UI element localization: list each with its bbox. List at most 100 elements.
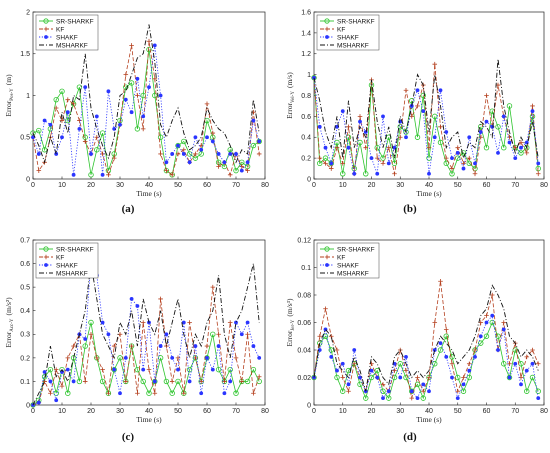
x-tick-label: 30 — [396, 408, 404, 415]
data-point — [140, 378, 146, 385]
data-point — [501, 327, 506, 332]
data-point — [501, 144, 507, 151]
y-tick-label: 0 — [307, 402, 311, 409]
data-point — [317, 348, 322, 352]
x-tick-label: 30 — [396, 182, 404, 189]
data-point — [380, 382, 386, 387]
legend-marker — [324, 26, 330, 32]
data-point — [123, 355, 128, 360]
series-line — [313, 77, 539, 175]
y-axis-label-sub: Jer-Y — [291, 319, 296, 330]
data-point — [535, 361, 541, 367]
data-point — [443, 155, 449, 161]
data-point — [146, 38, 152, 44]
data-point — [369, 368, 374, 373]
data-point — [415, 375, 420, 380]
data-point — [351, 361, 357, 367]
y-axis-label: ErrorVel-Y (m/s) — [285, 72, 296, 119]
data-point — [147, 85, 151, 90]
data-point — [129, 297, 134, 301]
data-point — [82, 379, 88, 384]
data-point — [518, 150, 524, 156]
data-point — [490, 313, 495, 318]
data-point — [245, 160, 250, 165]
data-point — [169, 390, 175, 396]
y-tick-label: 0.12 — [297, 237, 311, 244]
data-point — [53, 390, 59, 396]
data-point — [535, 171, 541, 177]
data-point — [227, 320, 233, 325]
data-point — [513, 156, 518, 161]
legend-marker — [325, 263, 329, 267]
data-point — [47, 366, 54, 373]
data-point — [501, 320, 507, 325]
legend-marker — [43, 254, 49, 260]
legend-label: MSHARKF — [337, 270, 369, 277]
data-point — [71, 379, 76, 384]
data-point — [158, 151, 163, 157]
data-point — [409, 395, 415, 401]
data-point — [529, 113, 536, 120]
x-tick-label: 40 — [145, 182, 153, 189]
data-point — [455, 145, 461, 150]
data-point — [257, 139, 262, 144]
data-point — [83, 85, 88, 90]
data-point — [322, 155, 329, 161]
x-tick-label: 80 — [261, 408, 269, 415]
data-point — [111, 155, 117, 161]
y-axis-label: ErrorJer-Y (m/s³) — [285, 298, 296, 346]
y-tick-label: 1 — [307, 72, 311, 79]
data-point — [450, 156, 454, 161]
data-point — [76, 378, 83, 385]
data-point — [210, 367, 215, 372]
data-point — [158, 93, 163, 98]
data-point — [334, 374, 340, 381]
data-point — [129, 43, 134, 48]
x-tick-label: 0 — [31, 408, 35, 415]
data-point — [358, 375, 362, 380]
data-point — [374, 367, 380, 374]
legend-marker — [324, 18, 330, 24]
data-point — [530, 347, 535, 353]
data-point — [164, 160, 169, 165]
legend-label: KF — [56, 254, 64, 261]
data-point — [478, 130, 483, 134]
data-point — [317, 333, 323, 339]
data-point — [71, 172, 76, 177]
data-point — [169, 172, 175, 178]
data-point — [466, 361, 472, 367]
data-point — [317, 155, 323, 161]
data-point — [239, 332, 244, 337]
data-point — [222, 160, 227, 165]
data-point — [461, 382, 466, 387]
data-point — [129, 343, 134, 349]
data-point — [228, 152, 233, 156]
x-tick-label: 30 — [116, 408, 124, 415]
data-point — [41, 374, 48, 380]
y-tick-label: 0.3 — [20, 332, 30, 339]
data-point — [54, 398, 59, 403]
data-point — [187, 320, 192, 325]
data-point — [106, 390, 111, 396]
data-point — [507, 140, 512, 145]
data-point — [392, 368, 397, 373]
data-point — [461, 166, 466, 171]
data-point — [421, 109, 426, 114]
data-point — [187, 160, 192, 165]
data-point — [472, 347, 478, 353]
data-point — [415, 396, 420, 401]
data-point — [256, 151, 262, 157]
data-point — [484, 320, 489, 325]
data-point — [204, 343, 210, 349]
legend-marker — [44, 263, 48, 267]
x-tick-label: 10 — [339, 182, 347, 189]
data-point — [250, 366, 257, 373]
data-point — [193, 151, 198, 157]
y-tick-label: 0.1 — [20, 379, 30, 386]
series-msharkf — [32, 263, 260, 406]
data-point — [437, 139, 444, 146]
data-point — [530, 103, 535, 109]
data-point — [420, 395, 426, 401]
data-point — [59, 383, 65, 389]
